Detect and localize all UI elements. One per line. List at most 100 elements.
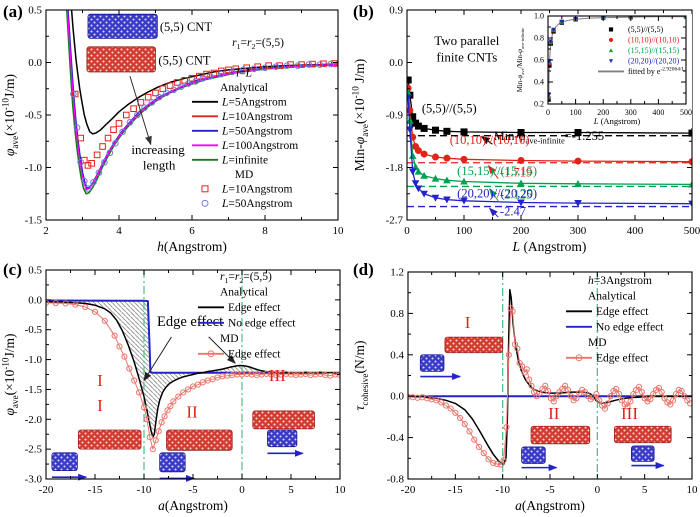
svg-text:100: 100 xyxy=(570,108,582,117)
svg-text:-0.4: -0.4 xyxy=(387,432,405,444)
svg-text:-1.0: -1.0 xyxy=(25,162,43,174)
axes: -20 -15 -10 -5 0 5 10 1.2 0.8 0.4 0.0 -0.4 -0.8 a(Ang… xyxy=(352,267,698,513)
annotation-arrow xyxy=(480,136,493,145)
legend-item-label: Edge effect xyxy=(228,349,281,361)
axes: 0 100 200 300 400 500 0.2 0.4 0.6 0.8 1.0 L (Angstr… xyxy=(517,12,692,126)
series-analytical-L100 xyxy=(66,10,338,191)
series-(15,15)//(15,15) xyxy=(407,89,692,188)
svg-text:0.5: 0.5 xyxy=(28,5,42,17)
legend: h=3Angstrom Analytical Edge effect No edge … xyxy=(566,275,664,365)
plot-area xyxy=(66,10,338,195)
annotation-text: I xyxy=(97,371,103,390)
cnt-tube-blue xyxy=(87,13,158,39)
cnt-tube-red xyxy=(86,46,156,73)
cnt-tube-red xyxy=(77,429,142,450)
panel-d-label: (d) xyxy=(353,260,374,279)
svg-text:0.8: 0.8 xyxy=(534,34,544,43)
annotation-text: increasing xyxy=(131,142,185,157)
legend-item-label: Edge effect xyxy=(228,302,281,314)
svg-text:-1.5: -1.5 xyxy=(25,215,43,227)
legend-header: Analytical xyxy=(220,82,268,94)
annotation-text: (15,15)//(15,15) xyxy=(457,164,537,178)
legend-item-label: L=5Angstrom xyxy=(221,97,287,109)
svg-text:-0.8: -0.8 xyxy=(387,474,405,486)
svg-text:10: 10 xyxy=(333,225,345,237)
panel-a-label: (a) xyxy=(3,2,23,21)
x-axis-label: h(Angstrom) xyxy=(157,239,227,254)
svg-text:6: 6 xyxy=(189,225,195,237)
svg-text:0.2: 0.2 xyxy=(534,100,544,109)
svg-text:0.0: 0.0 xyxy=(389,57,403,69)
svg-text:-0.5: -0.5 xyxy=(25,324,43,336)
legend-item-label: No edge effect xyxy=(596,322,664,334)
axes: 0 100 200 300 400 500 0.9 0.0 -0.9 -1.8 -2.7 L (Ang… xyxy=(350,5,700,254)
y-axis-label: Min-φave/Min-φave-infinite xyxy=(517,28,525,92)
annotations: III III xyxy=(465,313,639,423)
legend-item-label: Edge effect xyxy=(596,353,649,365)
svg-text:300: 300 xyxy=(625,108,637,117)
annotation-text: -1.719 xyxy=(500,165,532,179)
cnt-insets xyxy=(51,410,315,482)
annotation-text: I xyxy=(465,313,471,332)
legend-header: h=3Angstrom xyxy=(588,275,652,287)
annotation-text: III xyxy=(269,366,286,385)
svg-text:0.9: 0.9 xyxy=(389,5,403,17)
cnt-tube-blue xyxy=(267,429,298,448)
legend-item-label: L=10Angstrom xyxy=(221,111,292,123)
svg-text:0: 0 xyxy=(546,108,550,117)
annotation-arrow xyxy=(208,336,236,364)
annotation-text: (20,20)//(20,20) xyxy=(457,186,537,200)
x-axis-label: a(Angstrom) xyxy=(158,498,228,513)
cnt-insets: (5,5) CNT (5,5) CNT xyxy=(86,13,212,73)
svg-text:-2.0: -2.0 xyxy=(25,414,43,426)
panel-a: (a) (5,5) CNT (5,5) CNT 2 4 6 8 10 0.5 0.0 -0.5 -1… xyxy=(0,0,350,258)
legend: r1=r2=(5,5) l=L Analytical L=5Angstrom L=10A… xyxy=(192,37,298,210)
series-analytical-noedge xyxy=(46,299,340,374)
plot-area xyxy=(46,270,340,479)
series-analytical-edge xyxy=(46,300,340,438)
legend-item-label: (5,5)//(5,5) xyxy=(628,25,663,34)
y-axis-label: φave(×10-10J/m) xyxy=(0,333,19,415)
svg-text:400: 400 xyxy=(627,225,644,237)
panel-b: (b) 0 100 200 300 400 500 0.9 0.0 -0.9 -1.8 -2.7 L … xyxy=(350,0,700,258)
panel-a-svg: (5,5) CNT (5,5) CNT 2 4 6 8 10 0.5 0.0 -0.5 -1.0 -1… xyxy=(0,5,345,254)
annotation-arrow xyxy=(129,76,152,146)
annotation-text: (10,10)//(10,10) xyxy=(450,133,530,147)
annotation-text: Two parallel xyxy=(434,33,500,48)
svg-text:-20: -20 xyxy=(39,484,54,496)
svg-text:-1.8: -1.8 xyxy=(386,162,404,174)
svg-text:0: 0 xyxy=(595,484,601,496)
svg-text:0.4: 0.4 xyxy=(534,78,544,87)
svg-text:0.6: 0.6 xyxy=(534,56,544,65)
annotation-text: II xyxy=(186,402,198,421)
series-fit xyxy=(548,16,686,101)
svg-text:0: 0 xyxy=(404,225,410,237)
series-md-L50 xyxy=(70,60,335,192)
annotation-text: -2.47 xyxy=(500,204,526,218)
legend-header: MD xyxy=(220,333,239,345)
annotation-arrow xyxy=(143,336,172,382)
cnt-insets xyxy=(419,336,672,472)
panel-c-svg: -20 -15 -10 -5 0 5 10 0.5 0.0 -0.5 -1.0 -1.5 -2.0 -2.… xyxy=(0,265,347,513)
legend-header: MD xyxy=(588,337,607,349)
svg-text:0.0: 0.0 xyxy=(28,294,42,306)
svg-text:4: 4 xyxy=(116,225,122,237)
legend-header: r1=r2=(5,5) xyxy=(220,271,272,285)
svg-text:5: 5 xyxy=(288,484,294,496)
series-md-edge xyxy=(408,305,692,468)
svg-text:-5: -5 xyxy=(545,484,555,496)
svg-text:0.0: 0.0 xyxy=(390,391,404,403)
svg-text:200: 200 xyxy=(597,108,609,117)
legend: (5,5)//(5,5) (10,10)//(10,10)(15,15)//(15… xyxy=(598,25,685,76)
svg-text:10: 10 xyxy=(335,484,347,496)
svg-text:2: 2 xyxy=(43,225,49,237)
svg-text:-10: -10 xyxy=(495,484,510,496)
svg-text:-20: -20 xyxy=(401,484,416,496)
legend-item-label: L=infinite xyxy=(221,155,268,167)
plot-area xyxy=(408,272,692,479)
annotation-text: Edge effect xyxy=(157,314,223,330)
cnt-label: (5,5) CNT xyxy=(158,54,210,68)
annotation-text: -2.125 xyxy=(500,187,532,201)
x-axis-label: L (Angstrom) xyxy=(512,239,587,254)
